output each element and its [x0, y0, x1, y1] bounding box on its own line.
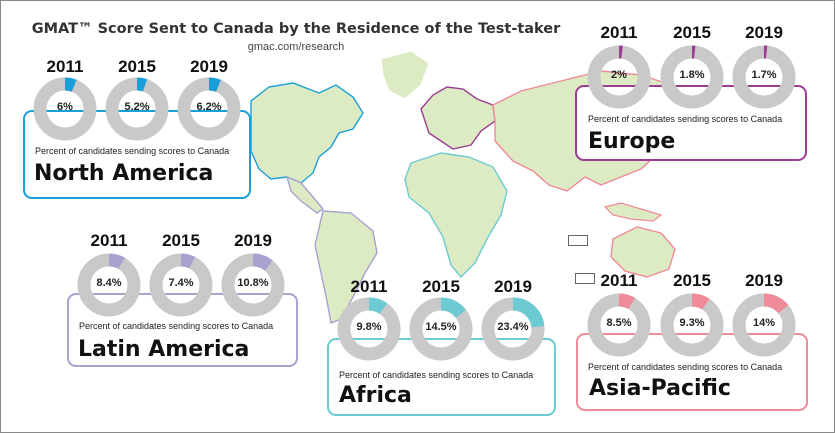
donut-chart: 6% [33, 77, 97, 141]
donut-segment [77, 253, 141, 317]
donut-graphic [177, 77, 241, 141]
year-label: 2015 [118, 57, 156, 76]
donut-chart: 7.4% [149, 253, 213, 317]
donut-value-label: 5.2% [124, 101, 150, 113]
region-panel [23, 110, 251, 199]
panel-caption: Percent of candidates sending scores to … [588, 362, 783, 372]
year-label: 2015 [673, 23, 711, 42]
africa-landmass [404, 152, 508, 279]
donut-value-label: 2% [611, 69, 627, 81]
donut-segment [33, 77, 97, 141]
donut-chart: 6.2% [177, 77, 241, 141]
year-label: 2019 [745, 271, 783, 290]
donut-value-label: 8.4% [96, 277, 122, 289]
region-name: Europe [588, 129, 676, 154]
year-label: 2011 [90, 231, 128, 250]
panel-caption: Percent of candidates sending scores to … [79, 321, 274, 331]
donut-graphic [337, 297, 401, 361]
year-label: 2015 [673, 271, 711, 290]
donut-graphic [77, 253, 141, 317]
donut-segment [337, 297, 401, 361]
year-label: 2019 [190, 57, 228, 76]
donut-graphic [660, 45, 724, 109]
year-label: 2019 [234, 231, 272, 250]
donut-value-label: 9.8% [356, 321, 382, 333]
donut-graphic [481, 297, 545, 361]
europe-landmass [420, 86, 496, 150]
donut-graphic [587, 293, 651, 357]
donut-graphic [221, 253, 285, 317]
donut-chart: 9.8% [337, 297, 401, 361]
donut-segment [481, 297, 545, 361]
donut-segment [149, 253, 213, 317]
donut-graphic [409, 297, 473, 361]
donut-segment [587, 293, 651, 357]
donut-value-label: 14.5% [425, 321, 457, 333]
donut-chart: 23.4% [481, 297, 545, 361]
donut-graphic [732, 45, 796, 109]
chart-subtitle: gmac.com/research [247, 41, 345, 53]
map-legend-box [568, 235, 588, 246]
region-name: Latin America [78, 337, 250, 362]
greenland-landmass [380, 50, 430, 100]
australia-landmass [610, 226, 676, 278]
donut-chart: 14.5% [409, 297, 473, 361]
donut-value-label: 23.4% [497, 321, 529, 333]
year-label: 2019 [745, 23, 783, 42]
donut-segment [660, 45, 724, 109]
year-label: 2011 [600, 271, 638, 290]
donut-value-label: 6% [57, 101, 73, 113]
donut-segment [105, 77, 169, 141]
year-label: 2019 [494, 277, 532, 296]
donut-graphic [105, 77, 169, 141]
donut-segment [587, 45, 651, 109]
chart-title: GMAT™ Score Sent to Canada by the Reside… [31, 21, 561, 37]
donut-value-label: 10.8% [237, 277, 269, 289]
region-name: Africa [339, 383, 412, 408]
donut-segment [732, 293, 796, 357]
map-legend-box [575, 273, 595, 284]
year-label: 2011 [46, 57, 84, 76]
donut-chart: 8.5% [587, 293, 651, 357]
panel-caption: Percent of candidates sending scores to … [588, 114, 783, 124]
donut-chart: 1.8% [660, 45, 724, 109]
donut-value-label: 14% [752, 317, 776, 329]
donut-chart: 1.7% [732, 45, 796, 109]
donut-value-label: 1.7% [751, 69, 777, 81]
donut-chart: 14% [732, 293, 796, 357]
year-label: 2011 [350, 277, 388, 296]
donut-value-label: 8.5% [606, 317, 632, 329]
year-label: 2015 [162, 231, 200, 250]
year-label: 2015 [422, 277, 460, 296]
donut-graphic [587, 45, 651, 109]
donut-value-label: 7.4% [168, 277, 194, 289]
donut-graphic [33, 77, 97, 141]
donut-segment [177, 77, 241, 141]
region-name: North America [34, 161, 214, 186]
donut-chart: 9.3% [660, 293, 724, 357]
panel-caption: Percent of candidates sending scores to … [339, 370, 534, 380]
year-label: 2011 [600, 23, 638, 42]
donut-graphic [732, 293, 796, 357]
region-name: Asia-Pacific [589, 376, 731, 401]
donut-graphic [149, 253, 213, 317]
central-america-landmass [285, 175, 325, 214]
donut-value-label: 9.3% [679, 317, 705, 329]
donut-chart: 5.2% [105, 77, 169, 141]
donut-chart: 2% [587, 45, 651, 109]
donut-value-label: 6.2% [196, 101, 222, 113]
donut-segment [660, 293, 724, 357]
donut-segment [221, 253, 285, 317]
panel-caption: Percent of candidates sending scores to … [35, 146, 230, 156]
donut-segment [732, 45, 796, 109]
donut-graphic [660, 293, 724, 357]
donut-track [409, 297, 473, 361]
donut-chart: 8.4% [77, 253, 141, 317]
donut-value-label: 1.8% [679, 69, 705, 81]
north-america-landmass [250, 82, 364, 184]
indonesia-landmass [603, 202, 663, 222]
donut-chart: 10.8% [221, 253, 285, 317]
